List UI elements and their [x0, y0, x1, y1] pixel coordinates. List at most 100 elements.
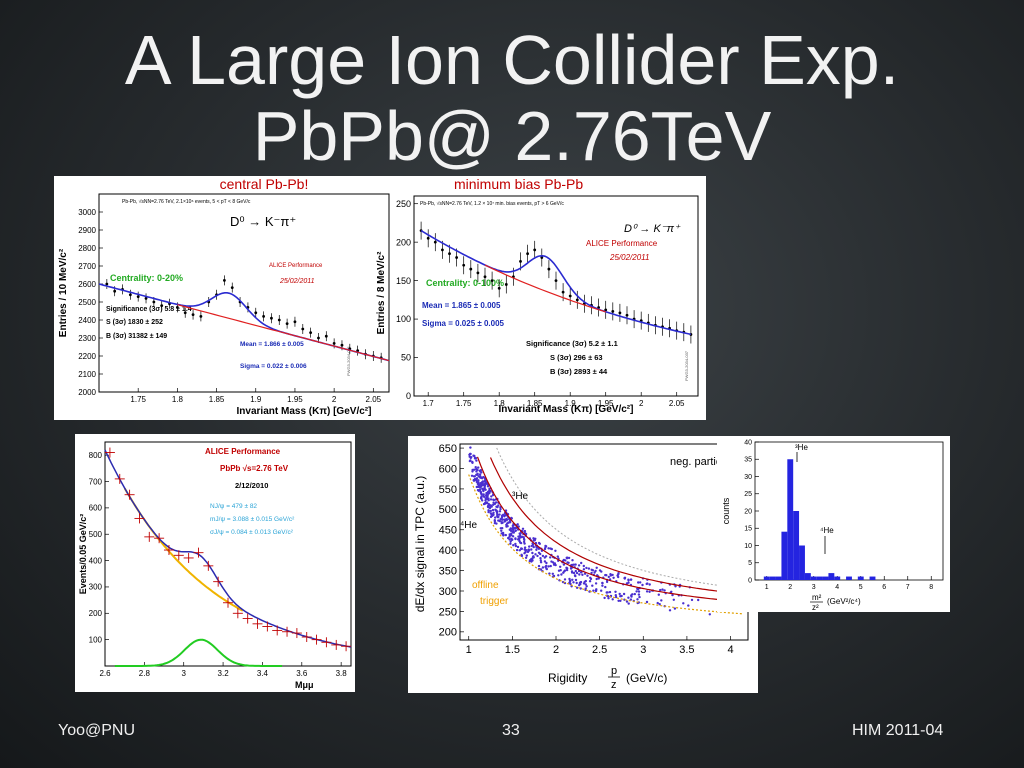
hist-ytick: 10: [744, 543, 752, 550]
tpc-point: [480, 495, 483, 498]
d0-left-point: [136, 295, 140, 298]
d0-right-point: [497, 286, 501, 290]
tpc-point: [534, 553, 537, 556]
tpc-point: [514, 542, 517, 546]
tpc-he4-band-upper: [496, 447, 744, 590]
d0-right-xtick: 1.85: [527, 399, 543, 408]
tpc-point: [573, 574, 577, 577]
tpc-point: [509, 542, 512, 545]
jpsi-xtick: 3.4: [257, 669, 269, 678]
d0-left-ytick: 2000: [78, 388, 96, 397]
tpc-point: [548, 572, 551, 575]
d0-left-point: [285, 322, 289, 325]
jpsi-s: σJ/ψ = 0.084 ± 0.013 GeV/c²: [210, 529, 294, 536]
tpc-point: [560, 573, 563, 576]
tpc-point: [523, 529, 527, 533]
d0-left-decay: D⁰ → K⁻π⁺: [230, 214, 296, 229]
d0-left-xtick: 2.05: [366, 395, 382, 404]
tpc-point: [479, 469, 483, 472]
hist-bar: [816, 576, 823, 580]
tpc-point: [578, 584, 581, 587]
tpc-point: [530, 548, 533, 551]
tpc-point: [589, 576, 592, 579]
tpc-ytick: 350: [439, 565, 457, 577]
jpsi-frame: [104, 441, 352, 667]
tpc-point: [519, 536, 523, 539]
tpc-point: [625, 600, 629, 603]
tpc-trigger-curve: [468, 474, 744, 615]
d0-right-point: [469, 267, 473, 271]
tpc-point: [633, 592, 636, 596]
hist-ytick: 40: [744, 439, 752, 446]
jpsi-xlabel: Mμμ: [295, 680, 314, 690]
jpsi-ytick: 400: [89, 556, 103, 565]
tpc-point: [606, 595, 610, 598]
d0-left-point: [113, 289, 117, 293]
tpc-point: [575, 581, 578, 585]
tpc-point: [631, 593, 634, 596]
d0-right-ytick: 250: [396, 199, 411, 209]
tpc-point: [593, 571, 596, 574]
tpc-point: [537, 551, 541, 554]
hist-bar: [781, 531, 788, 580]
tpc-point: [571, 559, 574, 562]
tpc-xtick: 1.5: [505, 644, 520, 656]
hist-xlabel-unit: (GeV²/c⁴): [827, 597, 861, 606]
d0-right-point: [455, 256, 458, 259]
d0-left-point: [191, 313, 195, 316]
d0-left-point: [309, 331, 313, 334]
tpc-point: [539, 559, 542, 562]
tpc-point: [509, 540, 512, 543]
d0-left-ytick: 2200: [78, 352, 96, 361]
d0-right-point: [526, 252, 529, 256]
tpc-point: [539, 557, 542, 560]
d0-right-xtick: 1.7: [423, 399, 435, 408]
d0-right-point: [483, 275, 487, 279]
tpc-plot-svg: dE/dx signal in TPC (a.u.) Rigidity p z …: [413, 443, 749, 691]
d0-right-yticks: 250 200 150 100 50 0: [396, 199, 418, 401]
tpc-point: [475, 459, 478, 462]
tpc-point: [520, 547, 523, 550]
tpc-point: [622, 592, 626, 596]
d0-right-point: [490, 279, 494, 283]
hist-ytick: 30: [744, 474, 752, 481]
tpc-point: [581, 573, 584, 576]
tpc-point: [620, 594, 623, 598]
jpsi-xtick: 2.8: [139, 669, 151, 678]
tpc-point: [514, 537, 517, 540]
d0-left-ylabel: Entries / 10 MeV/c²: [58, 248, 69, 337]
d0-right-point: [604, 308, 608, 312]
tpc-ytick: 250: [439, 606, 457, 618]
tpc-point: [590, 568, 593, 571]
tpc-point: [487, 497, 490, 500]
d0-right-decay: D⁰ → K⁻π⁺: [624, 223, 681, 235]
jpsi-plot-svg: Events/0.05 GeV/c² Mμμ ALICE Performance…: [78, 441, 352, 690]
tpc-point: [508, 538, 511, 541]
jpsi-ytick: 800: [89, 451, 103, 460]
tpc-point: [563, 569, 567, 572]
d0-right-date: 25/02/2011: [609, 253, 649, 262]
tpc-point: [612, 576, 615, 579]
d0-left-ytick: 2900: [78, 226, 96, 235]
tpc-point: [514, 544, 518, 548]
tpc-point: [648, 583, 651, 586]
tpc-point: [674, 585, 677, 588]
d0-right-point: [611, 309, 615, 313]
footer-author: Yoo@PNU: [58, 722, 136, 739]
tpc-point: [541, 566, 545, 569]
tpc-point: [492, 503, 495, 506]
tpc-point: [518, 532, 521, 535]
d0-right-xlabel: Invariant Mass (Kπ) [GeV/c²]: [499, 404, 634, 415]
tpc-point: [594, 589, 598, 592]
tpc-point: [672, 598, 675, 601]
d0-right-ytick: 0: [406, 391, 411, 401]
tpc-ytick: 200: [439, 627, 457, 639]
tpc-point: [511, 526, 515, 530]
tpc-point: [545, 561, 548, 565]
tpc-point: [605, 580, 609, 584]
hist-ytick: 15: [744, 526, 752, 533]
slide-title: A Large Ion Collider Exp. PbPb@ 2.76TeV: [0, 22, 1024, 174]
tpc-point: [479, 484, 483, 488]
tpc-point: [636, 598, 639, 601]
d0-left-point: [223, 279, 226, 282]
